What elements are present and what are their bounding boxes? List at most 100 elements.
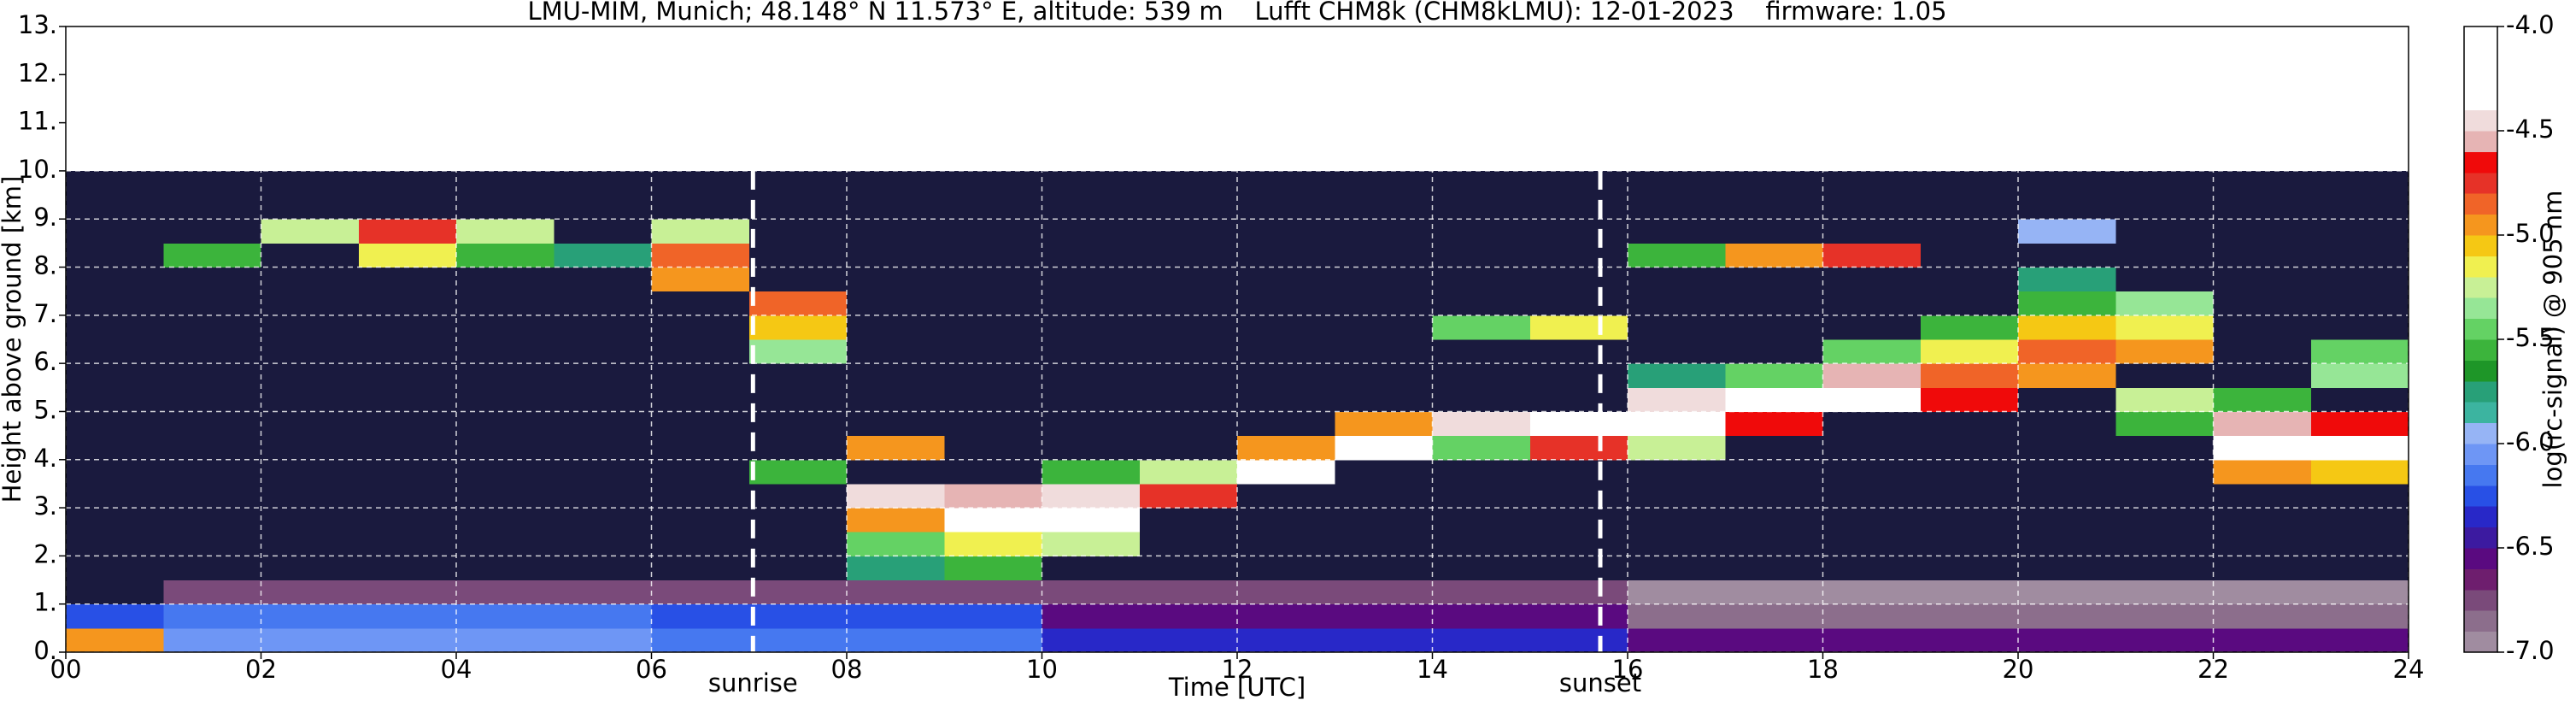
signal-cell xyxy=(261,532,360,556)
signal-cell xyxy=(944,411,1042,437)
signal-cell xyxy=(261,170,360,196)
signal-cell xyxy=(554,315,652,340)
signal-cell xyxy=(1042,267,1141,292)
signal-cell xyxy=(1920,219,2019,244)
signal-cell xyxy=(66,435,164,461)
signal-cell xyxy=(748,532,848,556)
signal-cell xyxy=(1529,219,1628,244)
x-tick-label: 08 xyxy=(831,655,863,684)
signal-cell xyxy=(2115,219,2214,244)
signal-cell xyxy=(66,508,164,532)
signal-cell xyxy=(1628,387,1726,412)
y-tick-label: 0. xyxy=(33,636,57,665)
signal-cell xyxy=(748,459,848,485)
chart-title: LMU-MIM, Munich; 48.148° N 11.573° E, al… xyxy=(527,0,1946,26)
signal-cell xyxy=(1529,267,1628,292)
signal-cell xyxy=(1432,459,1531,485)
signal-cell xyxy=(2310,291,2409,316)
signal-cell xyxy=(1725,363,1823,388)
signal-cell xyxy=(261,508,360,532)
signal-cell xyxy=(66,411,164,437)
signal-cell xyxy=(1335,291,1433,316)
colorbar-segment xyxy=(2464,172,2497,194)
signal-cell xyxy=(2018,291,2116,316)
signal-cell xyxy=(1042,435,1141,461)
signal-cell xyxy=(847,627,945,653)
x-tick-label: 00 xyxy=(50,655,82,684)
signal-cell xyxy=(163,170,261,196)
signal-cell xyxy=(847,459,945,485)
signal-cell xyxy=(1042,508,1141,532)
signal-cell xyxy=(1237,195,1335,220)
signal-cell xyxy=(554,532,652,556)
x-tick-label: 14 xyxy=(1417,655,1448,684)
signal-cell xyxy=(2018,363,2116,388)
signal-cell xyxy=(651,291,750,316)
signal-cell xyxy=(2213,411,2312,437)
colorbar-segment xyxy=(2464,68,2497,90)
y-tick-label: 5. xyxy=(33,395,57,424)
signal-cell xyxy=(748,170,848,196)
signal-cell xyxy=(456,243,555,268)
signal-cell xyxy=(1822,435,1922,461)
signal-cell xyxy=(1920,243,2019,268)
signal-cell xyxy=(1042,580,1141,605)
signal-cell xyxy=(456,435,555,461)
signal-cell xyxy=(2018,459,2116,485)
signal-cell xyxy=(944,532,1042,556)
colorbar-segment xyxy=(2464,109,2497,132)
signal-cell xyxy=(1725,459,1823,485)
signal-cell xyxy=(2213,603,2312,629)
x-tick-label: 12 xyxy=(1222,655,1253,684)
signal-cell xyxy=(1139,387,1238,412)
signal-cell xyxy=(554,580,652,605)
signal-cell xyxy=(1335,556,1433,581)
signal-cell xyxy=(1139,435,1238,461)
signal-cell xyxy=(456,508,555,532)
signal-cell xyxy=(944,627,1042,653)
signal-cell xyxy=(748,603,848,629)
signal-cell xyxy=(1920,556,2019,581)
signal-cell xyxy=(2115,291,2214,316)
signal-cell xyxy=(1432,315,1531,340)
signal-cell xyxy=(358,291,457,316)
signal-cell xyxy=(1335,603,1433,629)
signal-cell xyxy=(1822,315,1922,340)
signal-cell xyxy=(456,483,555,509)
signal-cell xyxy=(261,483,360,509)
signal-cell xyxy=(456,532,555,556)
signal-cell xyxy=(2018,532,2116,556)
signal-cell xyxy=(358,459,457,485)
signal-cell xyxy=(66,267,164,292)
signal-cell xyxy=(456,603,555,629)
signal-cell xyxy=(1920,508,2019,532)
signal-cell xyxy=(66,532,164,556)
signal-cell xyxy=(163,291,261,316)
signal-cell xyxy=(1335,508,1433,532)
signal-cell xyxy=(1432,267,1531,292)
signal-cell xyxy=(261,219,360,244)
signal-cell xyxy=(2018,315,2116,340)
signal-cell xyxy=(163,339,261,364)
signal-cell xyxy=(358,411,457,437)
signal-cell xyxy=(1529,195,1628,220)
colorbar-segment xyxy=(2464,631,2497,653)
signal-cell xyxy=(1822,170,1922,196)
signal-cell xyxy=(1822,291,1922,316)
colorbar-segment xyxy=(2464,318,2497,340)
signal-cell xyxy=(1237,435,1335,461)
signal-cell xyxy=(2310,339,2409,364)
signal-cell xyxy=(1042,243,1141,268)
signal-cell xyxy=(1237,459,1335,485)
signal-cell xyxy=(1432,387,1531,412)
annotation-label: sunrise xyxy=(708,668,798,697)
signal-cell xyxy=(1042,363,1141,388)
y-tick-label: 4. xyxy=(33,444,57,473)
signal-cell xyxy=(1822,267,1922,292)
signal-cell xyxy=(2310,532,2409,556)
colorbar-segment xyxy=(2464,464,2497,486)
signal-cell xyxy=(2213,170,2312,196)
signal-cell xyxy=(2018,411,2116,437)
x-tick-label: 16 xyxy=(1612,655,1644,684)
signal-cell xyxy=(456,580,555,605)
